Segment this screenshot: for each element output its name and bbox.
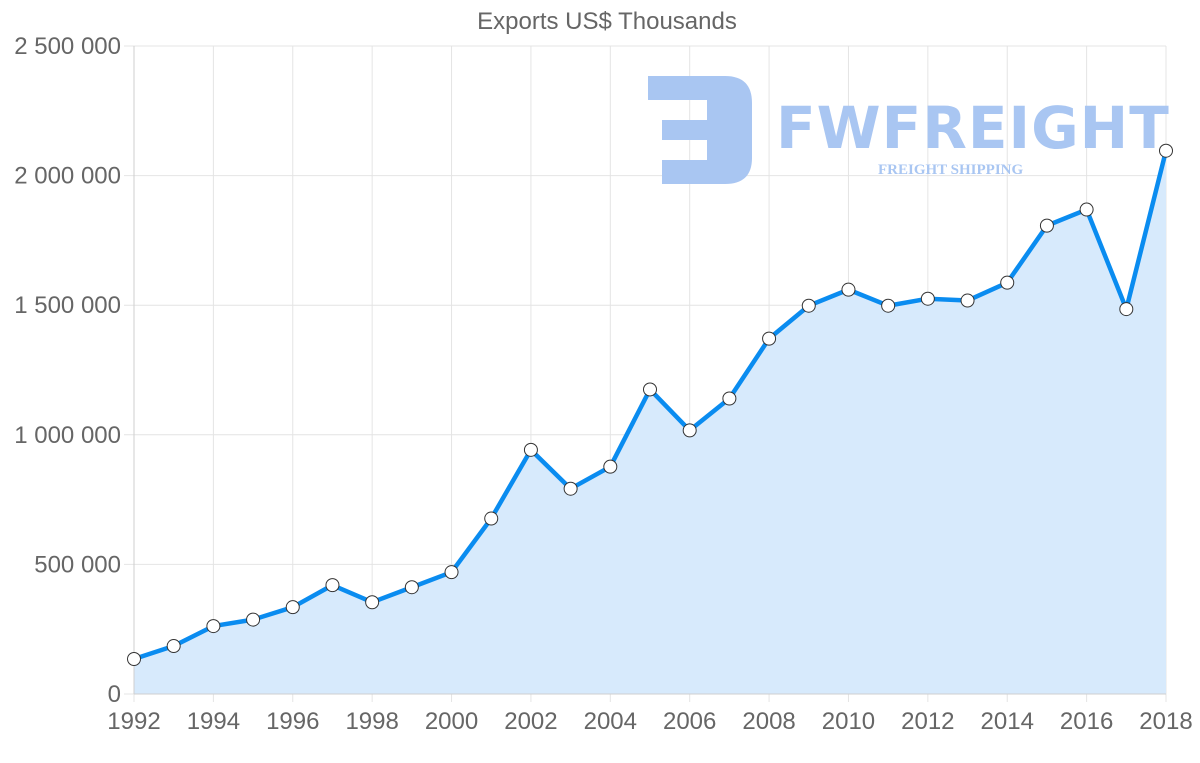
- data-point-marker[interactable]: [643, 382, 657, 397]
- area-fill: [134, 150, 1166, 694]
- data-point-marker[interactable]: [1119, 302, 1134, 317]
- data-point-marker[interactable]: [127, 652, 141, 667]
- data-point-marker[interactable]: [325, 578, 340, 593]
- data-point-marker[interactable]: [1159, 143, 1173, 158]
- fwfreight-watermark: FWFREIGHT FREIGHT SHIPPING: [648, 76, 1170, 184]
- watermark-brand: FWFREIGHT: [776, 94, 1170, 162]
- data-point-marker[interactable]: [881, 298, 896, 313]
- data-point-marker[interactable]: [563, 481, 578, 496]
- y-tick-label: 2 000 000: [14, 163, 121, 190]
- data-point-marker[interactable]: [801, 298, 816, 313]
- data-point-marker[interactable]: [365, 595, 380, 610]
- x-tick-label: 2010: [822, 708, 875, 735]
- y-tick-label: 0: [108, 681, 121, 708]
- x-tick-label: 2012: [901, 708, 954, 735]
- area-path: [134, 150, 1166, 694]
- x-tick-label: 1994: [187, 708, 240, 735]
- chart-title: Exports US$ Thousands: [477, 8, 737, 35]
- x-tick-label: 2014: [981, 708, 1034, 735]
- x-tick-label: 2006: [663, 708, 716, 735]
- x-tick-label: 2004: [584, 708, 637, 735]
- x-axis-ticks: 1992 1994 1996 1998 2000 2002 2004 2006 2008 2010…: [107, 708, 1192, 735]
- data-point-marker[interactable]: [960, 293, 975, 308]
- y-axis-ticks: 0 500 000 1 000 000 1 500 000 2 000 000 2 500…: [14, 33, 121, 708]
- data-point-marker[interactable]: [206, 619, 221, 634]
- x-tick-label: 2002: [504, 708, 557, 735]
- x-tick-label: 2008: [742, 708, 795, 735]
- data-point-marker[interactable]: [523, 442, 538, 457]
- data-point-marker[interactable]: [1039, 218, 1054, 233]
- data-point-marker[interactable]: [603, 459, 618, 474]
- y-tick-label: 500 000: [34, 551, 121, 578]
- x-tick-label: 1998: [345, 708, 398, 735]
- data-point-marker[interactable]: [444, 565, 459, 580]
- data-point-marker[interactable]: [404, 580, 419, 595]
- data-point-marker[interactable]: [1079, 202, 1094, 217]
- axes: [133, 46, 1166, 695]
- data-points: [127, 143, 1173, 667]
- data-point-marker[interactable]: [166, 639, 181, 654]
- x-tick-label: 2000: [425, 708, 478, 735]
- y-tick-label: 1 000 000: [14, 422, 121, 449]
- data-point-marker[interactable]: [246, 612, 261, 627]
- data-point-marker[interactable]: [484, 511, 499, 526]
- data-point-marker[interactable]: [762, 331, 777, 346]
- x-tick-label: 2018: [1139, 708, 1192, 735]
- data-point-marker[interactable]: [722, 391, 737, 406]
- x-tick-label: 1996: [266, 708, 319, 735]
- watermark-tagline: FREIGHT SHIPPING: [878, 162, 1023, 178]
- x-tick-label: 1992: [107, 708, 160, 735]
- data-point-marker[interactable]: [285, 600, 300, 615]
- x-tick-label: 2016: [1060, 708, 1113, 735]
- data-point-marker[interactable]: [920, 291, 935, 306]
- data-point-marker[interactable]: [841, 282, 856, 297]
- data-point-marker[interactable]: [1000, 275, 1015, 290]
- y-tick-label: 2 500 000: [14, 33, 121, 60]
- y-tick-label: 1 500 000: [14, 292, 121, 319]
- logo-icon: [648, 76, 752, 184]
- data-point-marker[interactable]: [682, 423, 697, 438]
